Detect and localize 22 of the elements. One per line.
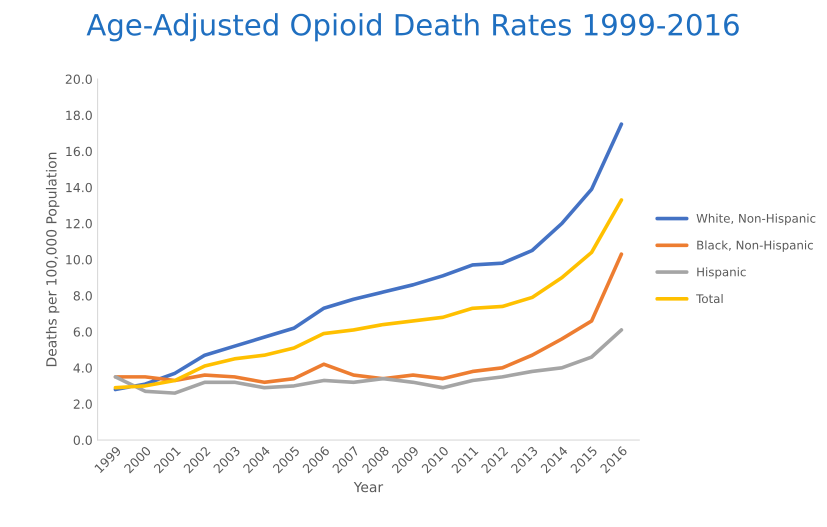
line-series — [114, 252, 624, 384]
y-tick-label: 6.0 — [74, 327, 92, 337]
y-tick-label: 10.0 — [66, 255, 92, 264]
y-axis-title: Deaths per 100,000 Population — [46, 152, 60, 366]
line-series — [114, 198, 624, 390]
y-tick-label: 18.0 — [66, 110, 92, 120]
line-series — [114, 328, 624, 395]
y-tick-label: 16.0 — [66, 146, 92, 156]
y-tick-label: 14.0 — [66, 182, 92, 192]
y-tick-label: 0.0 — [74, 436, 92, 445]
y-tick-label: 20.0 — [66, 74, 92, 84]
y-tick-label: 8.0 — [74, 291, 92, 301]
legend-label: White, Non-Hispanic — [696, 214, 816, 226]
chart-title: Age-Adjusted Opioid Death Rates 1999-2016 — [86, 13, 739, 42]
line-series — [114, 122, 624, 392]
y-tick-label: 12.0 — [66, 218, 92, 228]
y-tick-label: 4.0 — [73, 363, 92, 373]
legend-label: Total — [696, 294, 723, 304]
y-tick-label: 2.0 — [74, 399, 92, 409]
x-axis-title: Year — [354, 482, 384, 492]
legend-label: Black, Non-Hispanic — [697, 240, 813, 252]
legend-label: Hispanic — [697, 267, 746, 279]
